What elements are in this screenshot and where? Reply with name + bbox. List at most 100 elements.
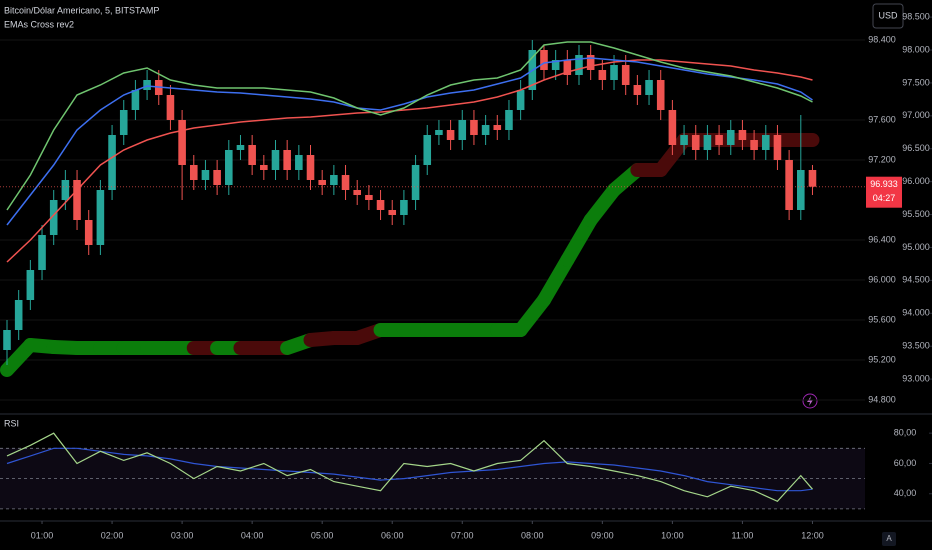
last-price-box [866, 176, 902, 208]
candle-body [750, 140, 758, 150]
candle-body [633, 85, 642, 95]
candle-body [388, 210, 397, 215]
y2-tick-label: 96.000 [902, 176, 930, 186]
x-tick-label: 09:00 [591, 530, 614, 540]
candle-body [260, 165, 268, 170]
auto-label[interactable]: A [886, 534, 892, 543]
candle-body [376, 200, 385, 210]
candle-body [295, 155, 303, 170]
candle-body [84, 220, 93, 245]
y2-tick-label: 93.000 [902, 373, 930, 383]
candle-body [481, 125, 490, 135]
candle-body [271, 150, 280, 170]
candle-body [586, 55, 595, 70]
x-tick-label: 03:00 [171, 530, 194, 540]
candle-body [435, 130, 443, 135]
ema-line [6, 57, 813, 226]
currency-label[interactable]: USD [878, 10, 898, 20]
candle-body [236, 145, 245, 150]
y-tick-label: 95.600 [868, 314, 896, 324]
candle-body [458, 120, 467, 140]
candle-body [411, 165, 420, 200]
countdown-label: 04:27 [873, 193, 896, 203]
ema-line [6, 41, 813, 211]
candle-body [505, 110, 513, 130]
candle-body [726, 130, 735, 145]
candle-body [610, 65, 618, 80]
auto-button[interactable] [882, 532, 896, 546]
candle-body [563, 60, 572, 75]
candle-body [143, 80, 151, 90]
candle-body [761, 135, 770, 150]
candle-body [318, 180, 326, 185]
candle-body [119, 110, 128, 135]
candle-body [166, 95, 175, 120]
y2-tick-label: 93.500 [902, 341, 930, 351]
candle-body [225, 150, 233, 185]
y2-tick-label: 97.500 [902, 77, 930, 87]
candle-body [551, 60, 560, 70]
y-tick-label: 96.400 [868, 234, 896, 244]
last-price-label: 96.933 [870, 179, 898, 189]
candle-body [131, 90, 140, 110]
x-tick-label: 06:00 [381, 530, 404, 540]
x-tick-label: 10:00 [661, 530, 684, 540]
candle-body [691, 135, 700, 150]
x-tick-label: 07:00 [451, 530, 474, 540]
candle-body [3, 330, 11, 350]
candle-body [680, 135, 688, 145]
currency-button[interactable] [872, 3, 904, 29]
stop-band-segment [560, 213, 598, 267]
candle-body [797, 170, 805, 210]
candle-body [38, 235, 46, 270]
candle-body [49, 200, 58, 235]
y-tick-label: 40,00 [894, 488, 917, 498]
candle-body [540, 50, 548, 70]
x-tick-label: 08:00 [521, 530, 544, 540]
candle-body [189, 165, 198, 180]
candle-body [61, 180, 70, 200]
candle-body [96, 190, 105, 245]
x-tick-label: 12:00 [801, 530, 824, 540]
candle-body [73, 180, 81, 220]
candle-body [656, 80, 665, 110]
y2-tick-label: 96.500 [902, 143, 930, 153]
x-tick-label: 04:00 [241, 530, 264, 540]
candle-body [645, 80, 653, 95]
y2-tick-label: 98.000 [902, 44, 930, 54]
candle-body [26, 270, 35, 300]
rsi-line [6, 447, 813, 492]
x-tick-label: 05:00 [311, 530, 334, 540]
y-tick-label: 95.200 [868, 354, 896, 364]
y-tick-label: 96.000 [868, 274, 896, 284]
candle-body [493, 125, 502, 130]
y2-tick-label: 94.500 [902, 275, 930, 285]
rsi-line [6, 432, 813, 503]
candle-body [715, 135, 723, 145]
alert-bolt [807, 396, 813, 406]
candle-body [283, 150, 291, 170]
y-tick-label: 60,00 [894, 458, 917, 468]
candle-body [330, 175, 338, 185]
candle-body [773, 135, 782, 160]
candle-body [423, 135, 432, 165]
y2-tick-label: 98.500 [902, 11, 930, 21]
indicator-title: EMAs Cross rev2 [4, 19, 74, 29]
pane-title: RSI [4, 418, 19, 428]
y2-tick-label: 97.000 [902, 110, 930, 120]
y-tick-label: 80,00 [894, 428, 917, 438]
candle-body [178, 120, 186, 165]
candle-body [400, 200, 408, 215]
alert-icon[interactable] [802, 393, 818, 409]
candle-body [365, 195, 373, 200]
candle-body [621, 65, 630, 85]
candle-body [703, 135, 712, 150]
stop-band-segment [536, 253, 575, 307]
x-tick-label: 01:00 [31, 530, 54, 540]
candle-body [808, 170, 817, 187]
candle-body [785, 160, 793, 210]
candle-body [108, 135, 116, 190]
y-tick-label: 97.200 [868, 154, 896, 164]
